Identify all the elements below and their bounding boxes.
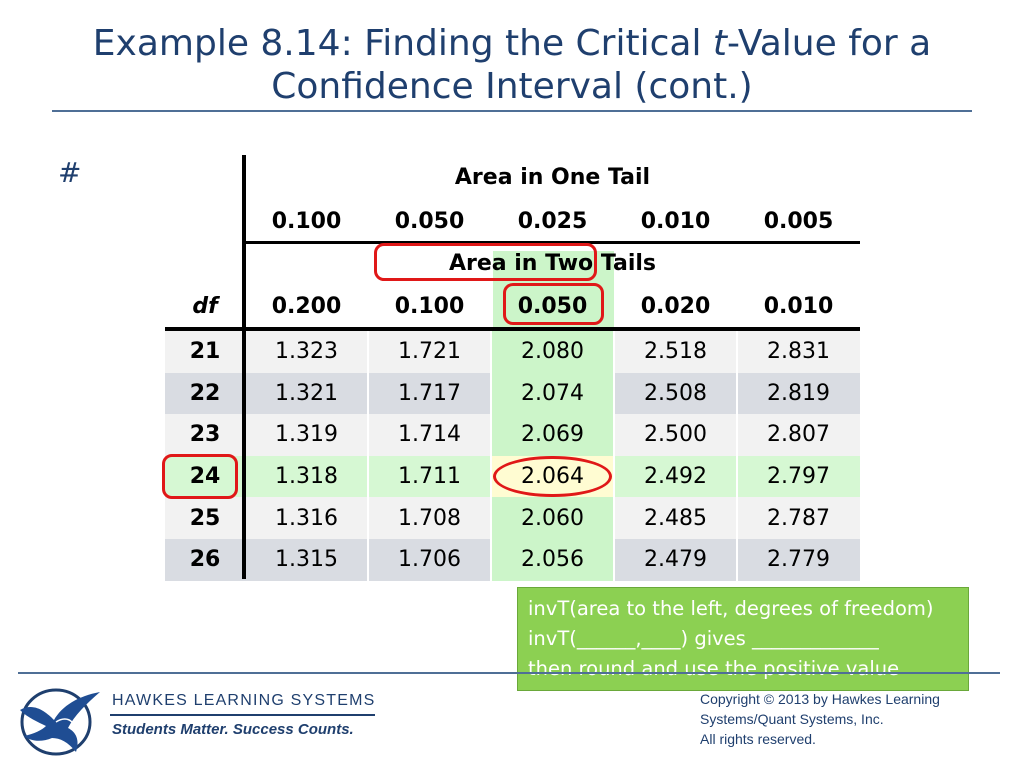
critical-value-cell: 2.518 bbox=[614, 331, 737, 373]
two-tail-header: Area in Two Tails bbox=[448, 250, 657, 276]
df-row-label: 22 bbox=[165, 372, 245, 415]
critical-value-cell: 1.321 bbox=[245, 372, 368, 415]
critical-value-cell: 2.492 bbox=[614, 455, 737, 498]
critical-value-cell: 2.831 bbox=[737, 331, 860, 373]
critical-value-cell: 1.318 bbox=[245, 455, 368, 498]
brand-underline bbox=[110, 714, 375, 716]
footer-divider bbox=[18, 672, 1000, 674]
title-divider bbox=[52, 110, 972, 112]
invt-instruction-note: invT(area to the left, degrees of freedo… bbox=[517, 587, 969, 691]
header-rule bbox=[165, 327, 860, 331]
critical-value-cell: 1.319 bbox=[245, 414, 368, 456]
critical-value-cell: 2.787 bbox=[737, 497, 860, 539]
df-row-label: 21 bbox=[165, 331, 245, 373]
note-line-2: invT(______,____) gives _____________ bbox=[528, 627, 879, 650]
selected-df-marker bbox=[162, 453, 238, 500]
critical-value-cell: 1.721 bbox=[368, 331, 491, 373]
title-t-italic: t bbox=[712, 23, 728, 64]
critical-value-cell: 1.708 bbox=[368, 497, 491, 539]
critical-value-cell: 1.706 bbox=[368, 539, 491, 581]
one-tail-value: 0.050 bbox=[394, 208, 465, 234]
df-column-rule bbox=[242, 155, 246, 579]
critical-value-cell: 2.069 bbox=[491, 414, 614, 456]
one-tail-value: 0.010 bbox=[640, 208, 711, 234]
column-separator bbox=[490, 331, 492, 581]
title-line-2: Confidence Interval (cont.) bbox=[271, 66, 753, 107]
two-tail-value: 0.050 bbox=[517, 293, 588, 319]
critical-value-cell: 2.060 bbox=[491, 497, 614, 539]
critical-value-cell: 1.711 bbox=[368, 455, 491, 498]
column-separator bbox=[367, 331, 369, 581]
one-tail-value: 0.025 bbox=[517, 208, 588, 234]
critical-value-cell: 2.508 bbox=[614, 372, 737, 415]
brand-tagline: Students Matter. Success Counts. bbox=[112, 721, 354, 738]
one-tail-value: 0.005 bbox=[763, 208, 834, 234]
critical-value-cell: 2.500 bbox=[614, 414, 737, 456]
critical-value-cell: 1.323 bbox=[245, 331, 368, 373]
df-row-label: 23 bbox=[165, 414, 245, 456]
critical-value-cell: 1.714 bbox=[368, 414, 491, 456]
one-tail-value: 0.100 bbox=[271, 208, 342, 234]
critical-value-cell: 2.056 bbox=[491, 539, 614, 581]
critical-value-cell: 2.074 bbox=[491, 372, 614, 415]
critical-value-cell: 1.717 bbox=[368, 372, 491, 415]
title-line-1: Example 8.14: Finding the Critical t-Val… bbox=[92, 23, 932, 64]
highlight-column-header-bg bbox=[493, 251, 614, 327]
copyright-notice: Copyright © 2013 by Hawkes Learning Syst… bbox=[700, 691, 940, 747]
t-distribution-table: Area in One Tail 0.100 0.050 0.025 0.010 0.00… bbox=[162, 155, 860, 581]
bullet-marker: # bbox=[58, 156, 82, 189]
two-tail-value: 0.020 bbox=[640, 293, 711, 319]
one-tail-rule bbox=[245, 241, 860, 244]
critical-value-cell: 2.797 bbox=[737, 455, 860, 498]
brand-name: HAWKES LEARNING SYSTEMS bbox=[112, 692, 376, 709]
selected-area-marker bbox=[503, 283, 604, 325]
slide-title: Example 8.14: Finding the Critical t-Val… bbox=[30, 22, 994, 108]
critical-value-cell: 2.807 bbox=[737, 414, 860, 456]
critical-value-marker bbox=[493, 455, 612, 498]
two-tail-value: 0.200 bbox=[271, 293, 342, 319]
df-row-label: 25 bbox=[165, 497, 245, 539]
df-row-label: 26 bbox=[165, 539, 245, 581]
critical-value-cell: 2.080 bbox=[491, 331, 614, 373]
critical-value-cell: 1.315 bbox=[245, 539, 368, 581]
critical-value-cell: 2.479 bbox=[614, 539, 737, 581]
note-line-3: then round and use the positive value bbox=[528, 657, 900, 680]
two-tail-value: 0.100 bbox=[394, 293, 465, 319]
critical-value-cell: 2.485 bbox=[614, 497, 737, 539]
critical-value-cell: 2.819 bbox=[737, 372, 860, 415]
df-header: df bbox=[192, 293, 218, 319]
two-tails-marker bbox=[374, 243, 597, 281]
hawk-logo-icon bbox=[20, 688, 100, 756]
two-tail-value: 0.010 bbox=[763, 293, 834, 319]
column-separator bbox=[613, 331, 615, 581]
critical-value-cell: 2.779 bbox=[737, 539, 860, 581]
one-tail-header: Area in One Tail bbox=[454, 164, 651, 190]
note-line-1: invT(area to the left, degrees of freedo… bbox=[528, 597, 934, 620]
critical-value-cell: 1.316 bbox=[245, 497, 368, 539]
column-separator bbox=[736, 331, 738, 581]
